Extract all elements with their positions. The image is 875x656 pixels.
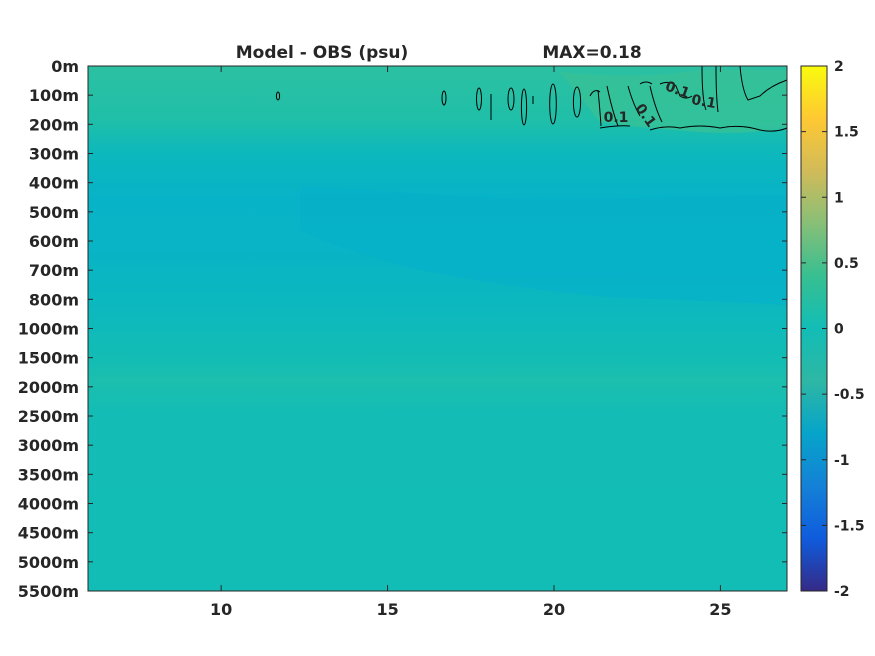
contour-label: 0.1 bbox=[690, 92, 717, 112]
max-label: MAX=0.18 bbox=[542, 43, 641, 63]
x-tick-label: 10 bbox=[210, 600, 232, 619]
colorbar-ticks: 2 1.5 1 0.5 0 -0.5 -1 -1.5 -2 bbox=[801, 59, 865, 600]
colorbar-tick-label: 2 bbox=[834, 59, 844, 75]
y-tick-label: 700m bbox=[29, 261, 79, 280]
contour-label: 0.1 bbox=[604, 110, 629, 126]
colorbar-tick-label: -0.5 bbox=[834, 387, 865, 403]
heatmap-field bbox=[88, 66, 787, 591]
colorbar-tick-label: -1.5 bbox=[834, 518, 865, 534]
colorbar-tick-label: -2 bbox=[834, 584, 850, 600]
y-tick-label: 4000m bbox=[18, 495, 79, 514]
y-tick-label: 4500m bbox=[18, 524, 79, 543]
contour-lines bbox=[275, 65, 788, 132]
y-axis: 0m 100m 200m 300m 400m 500m 600m 700m 800m 1000m 1… bbox=[18, 57, 787, 601]
y-tick-label: 500m bbox=[29, 203, 79, 222]
y-tick-label: 0m bbox=[51, 57, 79, 76]
colorbar-tick-label: -1 bbox=[834, 453, 850, 469]
y-tick-label: 600m bbox=[29, 232, 79, 251]
colorbar-tick-label: 1 bbox=[834, 190, 844, 206]
y-tick-label: 300m bbox=[29, 145, 79, 164]
warm-anomaly bbox=[560, 70, 787, 133]
y-tick-label: 2500m bbox=[18, 407, 79, 426]
cool-anomaly bbox=[300, 185, 787, 305]
y-tick-label: 3000m bbox=[18, 436, 79, 455]
y-tick-label: 200m bbox=[29, 115, 79, 134]
x-tick-label: 20 bbox=[543, 600, 565, 619]
colorbar: 2 1.5 1 0.5 0 -0.5 -1 -1.5 -2 bbox=[800, 59, 865, 600]
y-tick-label: 400m bbox=[29, 174, 79, 193]
y-tick-label: 2000m bbox=[18, 378, 79, 397]
colorbar-tick-label: 1.5 bbox=[834, 125, 859, 141]
y-tick-label: 3500m bbox=[18, 465, 79, 484]
contour-label: 0.1 bbox=[663, 78, 692, 102]
y-tick-label: 5000m bbox=[18, 553, 79, 572]
chart-title: Model - OBS (psu) bbox=[236, 43, 409, 63]
x-tick-label: 15 bbox=[376, 600, 398, 619]
x-tick-label: 25 bbox=[709, 600, 731, 619]
x-axis: 10 15 20 25 bbox=[210, 66, 732, 619]
colorbar-tick-label: 0 bbox=[834, 322, 844, 338]
y-tick-label: 1500m bbox=[18, 349, 79, 368]
y-tick-label: 800m bbox=[29, 290, 79, 309]
y-tick-label: 5500m bbox=[18, 582, 79, 601]
colorbar-tick-label: 0.5 bbox=[834, 256, 859, 272]
y-tick-label: 1000m bbox=[18, 320, 79, 339]
plot-area: 0.1 0.1 0.1 0.1 bbox=[87, 65, 788, 592]
y-tick-label: 100m bbox=[29, 86, 79, 105]
